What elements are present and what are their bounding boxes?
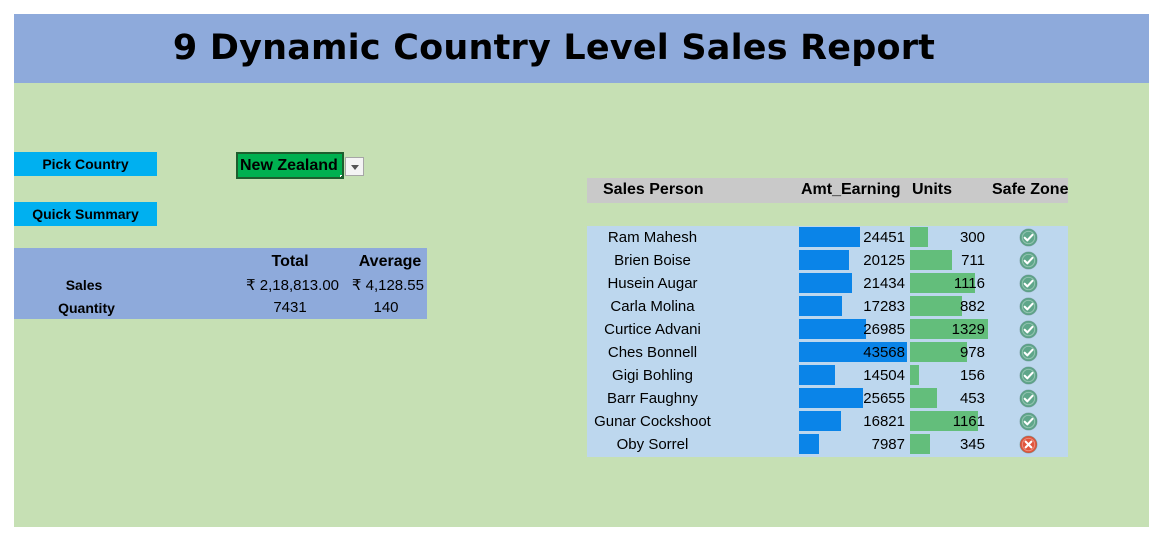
check-icon (1019, 412, 1038, 431)
table-row: Ches Bonnell 43568 978 (587, 341, 1068, 364)
amount-data-bar (799, 434, 819, 454)
cross-icon (1019, 435, 1038, 454)
chevron-down-icon (351, 165, 359, 170)
units-data-bar (910, 342, 967, 362)
amount-value: 26985 (863, 321, 905, 338)
amount-data-bar (799, 411, 841, 431)
units-value: 978 (959, 344, 985, 361)
check-icon (1019, 320, 1038, 339)
units-value: 882 (959, 298, 985, 315)
units-value: 1161 (952, 413, 985, 430)
amount-data-bar (799, 365, 835, 385)
amount-data-bar (799, 250, 849, 270)
sales-table-body: Ram Mahesh 24451 300 Brien Boise 20125 711 Hus… (587, 226, 1068, 457)
quick-summary-label: Quick Summary (14, 202, 157, 226)
check-icon (1019, 297, 1038, 316)
table-row: Husein Augar 21434 1116 (587, 272, 1068, 295)
units-data-bar (910, 411, 978, 431)
summary-sales-average: ₹ 4,128.55 (351, 277, 424, 294)
check-icon (1019, 274, 1038, 293)
amount-data-bar (799, 319, 866, 339)
sales-person-name: Ram Mahesh (607, 229, 698, 246)
header-amt-earning: Amt_Earning (801, 181, 901, 198)
units-data-bar (910, 273, 975, 293)
amount-data-bar (799, 227, 860, 247)
check-icon (1019, 228, 1038, 247)
sales-table-header: Sales Person Amt_Earning Units Safe Zone (587, 178, 1068, 203)
amount-data-bar (799, 342, 907, 362)
amount-value: 14504 (863, 367, 905, 384)
summary-sales-total: ₹ 2,18,813.00 (246, 277, 339, 294)
units-data-bar (910, 227, 928, 247)
units-data-bar (910, 319, 988, 339)
quick-summary-table: Total Average Sales ₹ 2,18,813.00 ₹ 4,12… (14, 248, 427, 319)
sales-person-name: Brien Boise (614, 252, 691, 269)
units-data-bar (910, 296, 962, 316)
fill-handle[interactable] (340, 175, 342, 177)
summary-row-label: Sales (65, 277, 103, 293)
country-dropdown-button[interactable] (345, 157, 364, 176)
summary-quantity-average: 140 (373, 299, 399, 316)
report-title: 9 Dynamic Country Level Sales Report (172, 28, 936, 68)
amount-value: 17283 (863, 298, 905, 315)
sales-person-name: Husein Augar (607, 275, 698, 292)
units-value: 1116 (953, 275, 985, 292)
sales-person-name: Gigi Bohling (612, 367, 693, 384)
units-data-bar (910, 250, 952, 270)
amount-data-bar (799, 388, 863, 408)
units-value: 156 (959, 367, 985, 384)
amount-value: 43568 (863, 344, 905, 361)
table-row: Gigi Bohling 14504 156 (587, 364, 1068, 387)
table-row: Gunar Cockshoot 16821 1161 (587, 410, 1068, 433)
amount-value: 20125 (863, 252, 905, 269)
check-icon (1019, 343, 1038, 362)
amount-value: 7987 (871, 436, 905, 453)
summary-quantity-total: 7431 (273, 299, 307, 316)
summary-row-label: Quantity (58, 300, 115, 316)
amount-value: 25655 (863, 390, 905, 407)
sales-person-name: Carla Molina (610, 298, 695, 315)
sales-person-name: Oby Sorrel (616, 436, 689, 453)
report-header: 9 Dynamic Country Level Sales Report (14, 14, 1149, 83)
table-row: Curtice Advani 26985 1329 (587, 318, 1068, 341)
table-row: Carla Molina 17283 882 (587, 295, 1068, 318)
units-value: 453 (959, 390, 985, 407)
check-icon (1019, 251, 1038, 270)
table-row: Oby Sorrel 7987 345 (587, 433, 1068, 456)
selected-country: New Zealand (240, 157, 338, 174)
units-value: 345 (959, 436, 985, 453)
units-data-bar (910, 365, 919, 385)
table-row: Brien Boise 20125 711 (587, 249, 1068, 272)
units-data-bar (910, 388, 937, 408)
units-value: 300 (959, 229, 985, 246)
sales-person-name: Gunar Cockshoot (594, 413, 711, 430)
amount-data-bar (799, 296, 842, 316)
header-units: Units (912, 181, 952, 198)
table-row: Barr Faughny 25655 453 (587, 387, 1068, 410)
amount-value: 16821 (863, 413, 905, 430)
amount-data-bar (799, 273, 852, 293)
units-data-bar (910, 434, 930, 454)
summary-header-total: Total (271, 253, 309, 270)
pick-country-label: Pick Country (14, 152, 157, 176)
sales-person-name: Ches Bonnell (607, 344, 698, 361)
country-select-cell[interactable]: New Zealand (236, 152, 344, 179)
units-value: 1329 (951, 321, 985, 338)
sales-person-name: Curtice Advani (604, 321, 701, 338)
sales-person-name: Barr Faughny (607, 390, 698, 407)
units-value: 711 (961, 252, 985, 269)
check-icon (1019, 366, 1038, 385)
amount-value: 21434 (863, 275, 905, 292)
header-safe-zone: Safe Zone (992, 181, 1069, 198)
check-icon (1019, 389, 1038, 408)
header-sales-person: Sales Person (603, 181, 704, 198)
summary-header-average: Average (358, 253, 422, 270)
amount-value: 24451 (863, 229, 905, 246)
table-row: Ram Mahesh 24451 300 (587, 226, 1068, 249)
